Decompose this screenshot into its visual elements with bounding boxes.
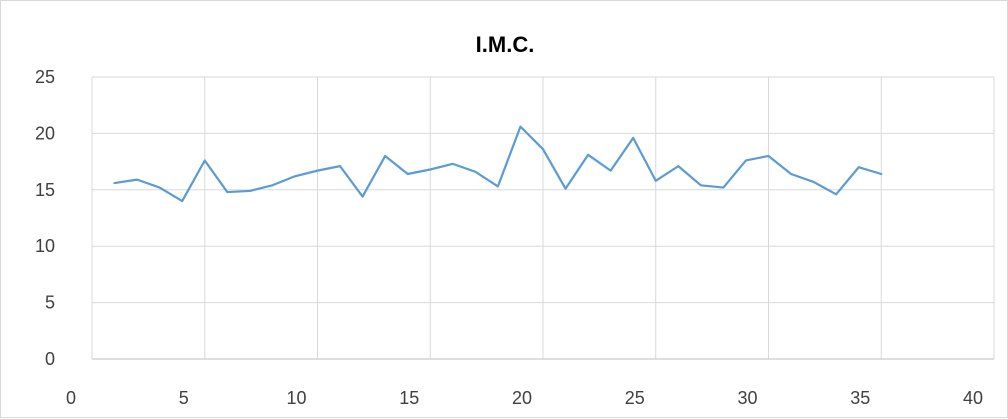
y-tick-label-15: 15: [35, 180, 55, 200]
x-tick-label-35: 35: [850, 388, 870, 408]
grid: [92, 76, 995, 359]
x-tick-label-20: 20: [512, 388, 532, 408]
chart-title: I.M.C.: [475, 32, 535, 57]
tick-labels: 0 5 10 15 20 25 30 35 40 0 5 10 15 20 25: [35, 67, 983, 408]
y-tick-label-5: 5: [45, 293, 55, 313]
x-tick-label-15: 15: [399, 388, 419, 408]
series-line-1: [113, 125, 883, 203]
x-tick-label-40: 40: [963, 388, 983, 408]
y-tick-label-20: 20: [35, 123, 55, 143]
x-tick-label-5: 5: [179, 388, 189, 408]
y-tick-label-0: 0: [45, 349, 55, 369]
y-tick-label-10: 10: [35, 236, 55, 256]
axis: [91, 77, 994, 360]
x-tick-label-0: 0: [66, 388, 76, 408]
x-tick-label-30: 30: [737, 388, 757, 408]
x-tick-label-10: 10: [286, 388, 306, 408]
series-layer: [113, 125, 883, 203]
y-tick-label-25: 25: [35, 67, 55, 87]
x-tick-label-25: 25: [625, 388, 645, 408]
